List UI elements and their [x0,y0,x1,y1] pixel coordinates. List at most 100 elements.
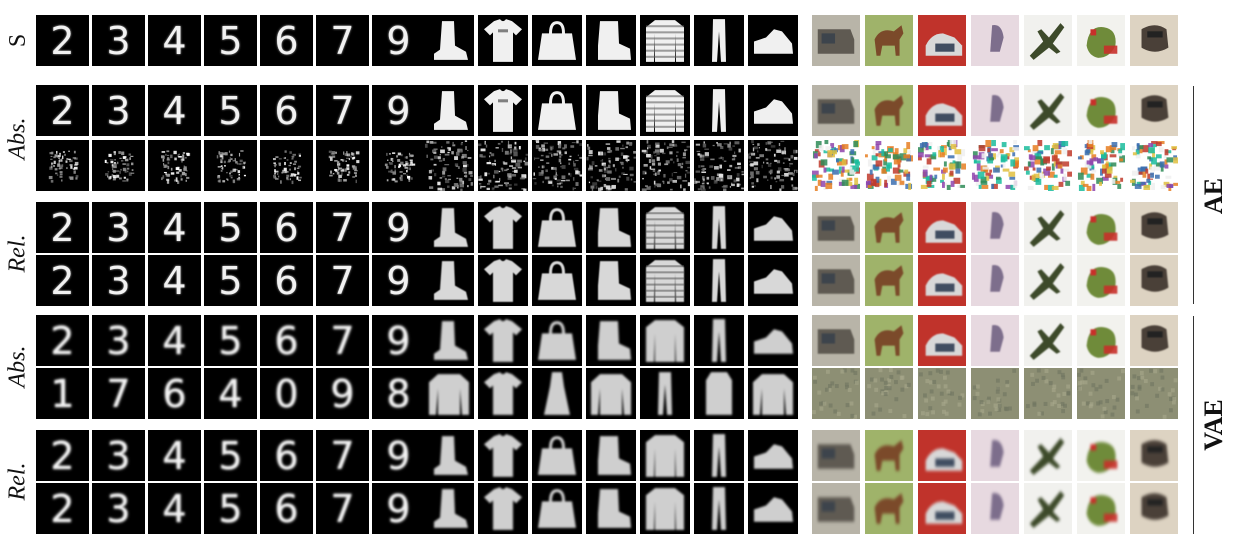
mnist-digit-cell: 9 [316,368,369,419]
mnist-digit: 5 [218,318,243,363]
cifar-cell [971,202,1019,253]
mnist-noise-cell [316,140,369,191]
mnist-digit-cell: 7 [316,85,369,136]
cifar-cell [812,15,860,66]
fashion-cell [586,15,636,66]
sweater-shape [646,488,684,530]
fashion-cell [694,315,744,366]
boot-shape [598,91,631,130]
cifar-cell [865,368,913,419]
fashion-cell [478,85,528,136]
mnist-digit: 0 [274,371,299,416]
cifar-cell [865,202,913,253]
mnist-digit: 4 [162,318,187,363]
fashion-cell [748,483,798,534]
trousers-shape [712,319,726,362]
fashion-cell [532,202,582,253]
mnist-digit-cell: 6 [260,255,313,306]
mnist-digit: 4 [162,205,187,250]
sneaker-shape [754,99,793,124]
fashion-cell [532,430,582,481]
handbag-shape [538,208,576,247]
mnist-digit: 9 [386,88,411,133]
mnist-digit: 6 [274,486,299,531]
cifar-cell [865,255,913,306]
cifar-cell [812,430,860,481]
cifar-cell [971,483,1019,534]
cifar-cell [812,255,860,306]
dress-shape [544,372,570,415]
cifar-cell [865,85,913,136]
trousers-shape [712,259,726,302]
group-label-vae: VAE [1198,399,1228,451]
ankle-boot-shape [434,91,468,130]
mnist-digit: 9 [386,205,411,250]
mnist-digit: 6 [274,205,299,250]
fashion-cell [748,255,798,306]
fashion-cell [478,368,528,419]
trousers-shape [712,206,726,249]
mnist-digit-cell: 4 [148,85,201,136]
mnist-digit-cell: 6 [260,315,313,366]
mnist-digit: 7 [330,318,355,363]
mnist-noise-cell [372,140,425,191]
cifar-cell [918,483,966,534]
mnist-digit-cell: 3 [92,85,145,136]
mnist-digit-cell: 3 [92,15,145,66]
fashion-cell [478,430,528,481]
handbag-shape [538,489,576,528]
fashion-cell [694,140,744,191]
fashion-cell [478,15,528,66]
handbag-shape [538,261,576,300]
mnist-digit-cell: 2 [36,430,89,481]
mnist-digit-cell: 2 [36,15,89,66]
row-label-vae-rel: Rel. [4,462,31,500]
fashion-cell [532,483,582,534]
cifar-cell [1024,368,1072,419]
mnist-digit: 9 [386,258,411,303]
mnist-digit-cell: 7 [316,483,369,534]
mnist-digit: 4 [162,18,187,63]
mnist-digit: 4 [162,258,187,303]
mnist-digit-cell: 7 [92,368,145,419]
mnist-digit: 9 [386,486,411,531]
fashion-cell [748,202,798,253]
fashion-cell [640,140,690,191]
cifar-cell [1077,202,1125,253]
fashion-cell [424,85,474,136]
group-label-ae: AE [1199,177,1229,215]
sweater-shape [646,320,684,362]
mnist-digit-cell: 9 [372,202,425,253]
pullover-shape [753,374,793,415]
cifar-cell [1024,140,1072,191]
fashion-cell [478,202,528,253]
cifar-cell [918,85,966,136]
mnist-digit-cell: 7 [316,202,369,253]
mnist-digit-cell: 7 [316,430,369,481]
mnist-digit-cell: 9 [372,15,425,66]
mnist-digit: 1 [50,371,75,416]
sneaker-shape [754,329,793,354]
cifar-cell [971,85,1019,136]
sneaker-shape [754,216,793,241]
fashion-cell [424,430,474,481]
mnist-digit: 2 [50,88,75,133]
fashion-cell [694,483,744,534]
mnist-digit: 9 [386,18,411,63]
mnist-digit: 9 [330,371,355,416]
mnist-digit: 3 [106,88,131,133]
cifar-cell [1077,255,1125,306]
pullover-shape [429,374,469,415]
ae-bracket-line [1193,86,1194,304]
fashion-cell [694,85,744,136]
mnist-digit-cell: 5 [204,202,257,253]
trousers-shape [712,19,726,62]
fashion-cell [748,15,798,66]
cifar-cell [971,368,1019,419]
mnist-digit: 7 [330,205,355,250]
cifar-cell [812,85,860,136]
cifar-cell [918,430,966,481]
row-label-ae-abs: Abs. [4,117,31,159]
fashion-cell [424,368,474,419]
cifar-cell [1024,15,1072,66]
